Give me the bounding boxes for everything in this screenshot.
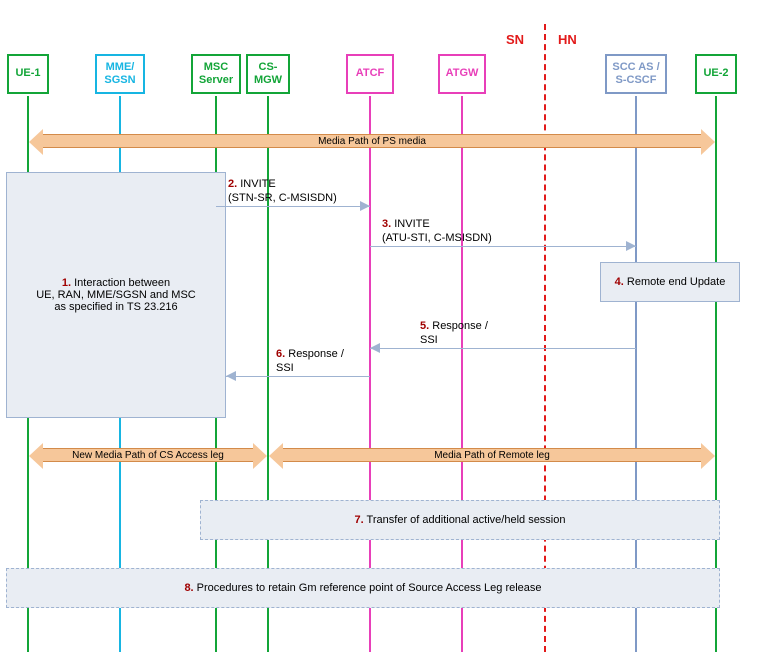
msg-3-line — [226, 376, 370, 377]
footer-box-1: 8. Procedures to retain Gm reference poi… — [6, 568, 720, 608]
msg-0-label: 2. INVITE(STN-SR, C-MSISDN) — [228, 178, 337, 206]
actor-atcf: ATCF — [346, 54, 394, 94]
msg-0-line — [216, 206, 370, 207]
msg-2-line — [370, 348, 636, 349]
hn-label: HN — [558, 32, 577, 47]
interaction-text: 1. Interaction betweenUE, RAN, MME/SGSN … — [36, 277, 196, 313]
footer-box-0: 7. Transfer of additional active/held se… — [200, 500, 720, 540]
actor-mme: MME/SGSN — [95, 54, 145, 94]
actor-scc: SCC AS /S-CSCF — [605, 54, 667, 94]
msg-1-label: 3. INVITE(ATU-STI, C-MSISDN) — [382, 218, 492, 246]
msg-2-head — [370, 343, 380, 353]
msg-2-label: 5. Response /SSI — [420, 320, 488, 348]
actor-ue2: UE-2 — [695, 54, 737, 94]
actor-msc: MSCServer — [191, 54, 241, 94]
remote-update-box: 4. Remote end Update — [600, 262, 740, 302]
remote-update-text: 4. Remote end Update — [615, 276, 726, 288]
msg-3-label: 6. Response /SSI — [276, 348, 344, 376]
interaction-box: 1. Interaction betweenUE, RAN, MME/SGSN … — [6, 172, 226, 418]
sn-label: SN — [506, 32, 524, 47]
actor-atgw: ATGW — [438, 54, 486, 94]
msg-1-line — [370, 246, 636, 247]
msg-0-head — [360, 201, 370, 211]
actor-mgw: CS-MGW — [246, 54, 290, 94]
media-path-2: Media Path of Remote leg — [282, 448, 702, 462]
media-path-0: Media Path of PS media — [42, 134, 702, 148]
media-path-1: New Media Path of CS Access leg — [42, 448, 254, 462]
msg-1-head — [626, 241, 636, 251]
actor-ue1: UE-1 — [7, 54, 49, 94]
sn-hn-divider — [544, 24, 546, 652]
msg-3-head — [226, 371, 236, 381]
